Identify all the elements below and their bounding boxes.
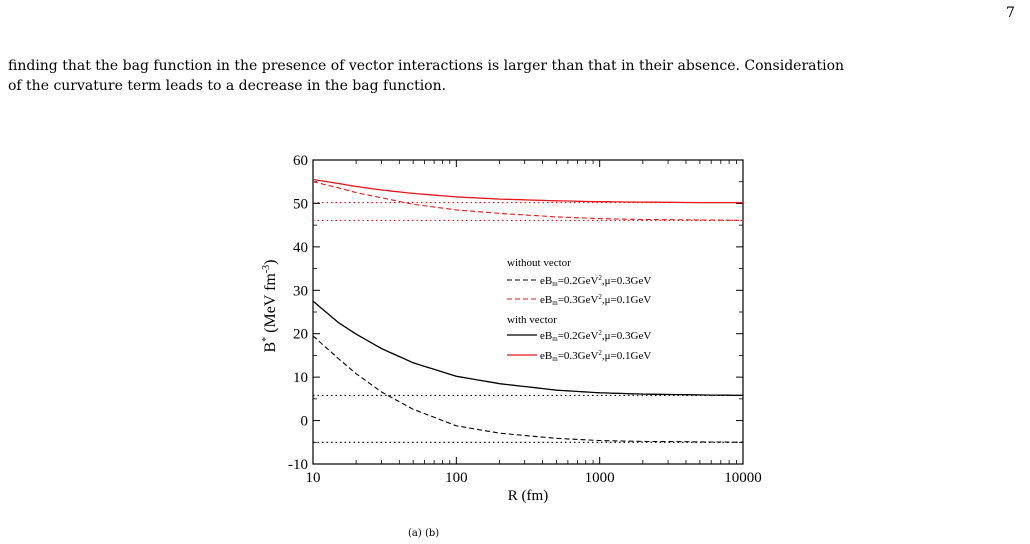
legend-group-title: with vector <box>507 314 557 326</box>
legend-group-title: without vector <box>507 257 571 269</box>
y-axis-title: B* (MeV fm-3) <box>261 259 279 352</box>
series-line-black <box>312 300 744 397</box>
plot-border <box>312 159 744 465</box>
paragraph-line: of the curvature term leads to a decreas… <box>8 78 447 94</box>
y-tick-label: 50 <box>293 196 308 212</box>
paragraph-line: finding that the bag function in the pre… <box>8 58 845 74</box>
plot-frame <box>312 159 744 465</box>
y-tick-label: 20 <box>293 327 308 343</box>
y-tick-label: 60 <box>293 153 308 169</box>
legend-label: eBm=0.2GeV2,μ=0.3GeV <box>540 329 651 343</box>
axis-ticks: 10 100 1000 10000 -10 0 10 20 30 40 50 60 <box>288 153 762 486</box>
page-number: 7 <box>1006 5 1015 21</box>
x-tick-label: 10 <box>306 470 321 486</box>
series-layer <box>312 178 744 443</box>
y-tick-label: 40 <box>293 240 308 256</box>
legend-label: eBm=0.3GeV2,μ=0.1GeV <box>540 349 651 363</box>
y-tick-label: 30 <box>293 283 308 299</box>
series-line-black <box>312 335 744 443</box>
x-axis-title: R (fm) <box>508 488 548 504</box>
x-tick-label: 1000 <box>585 470 615 486</box>
y-tick-label: 10 <box>293 370 308 386</box>
legend-label: eBm=0.2GeV2,μ=0.3GeV <box>540 274 651 288</box>
series-line-red <box>312 178 743 204</box>
series-line-red <box>312 181 744 221</box>
y-tick-label: 0 <box>301 414 309 430</box>
x-tick-label: 10000 <box>724 470 762 486</box>
legend: without vector eBm=0.2GeV2,μ=0.3GeV eBm=… <box>507 257 651 363</box>
figure-caption: (a) (b) <box>408 528 440 539</box>
x-tick-label: 100 <box>445 470 468 486</box>
y-tick-label: -10 <box>288 457 308 473</box>
legend-label: eBm=0.3GeV2,μ=0.1GeV <box>540 293 651 307</box>
body-paragraph: finding that the bag function in the pre… <box>8 56 1024 96</box>
